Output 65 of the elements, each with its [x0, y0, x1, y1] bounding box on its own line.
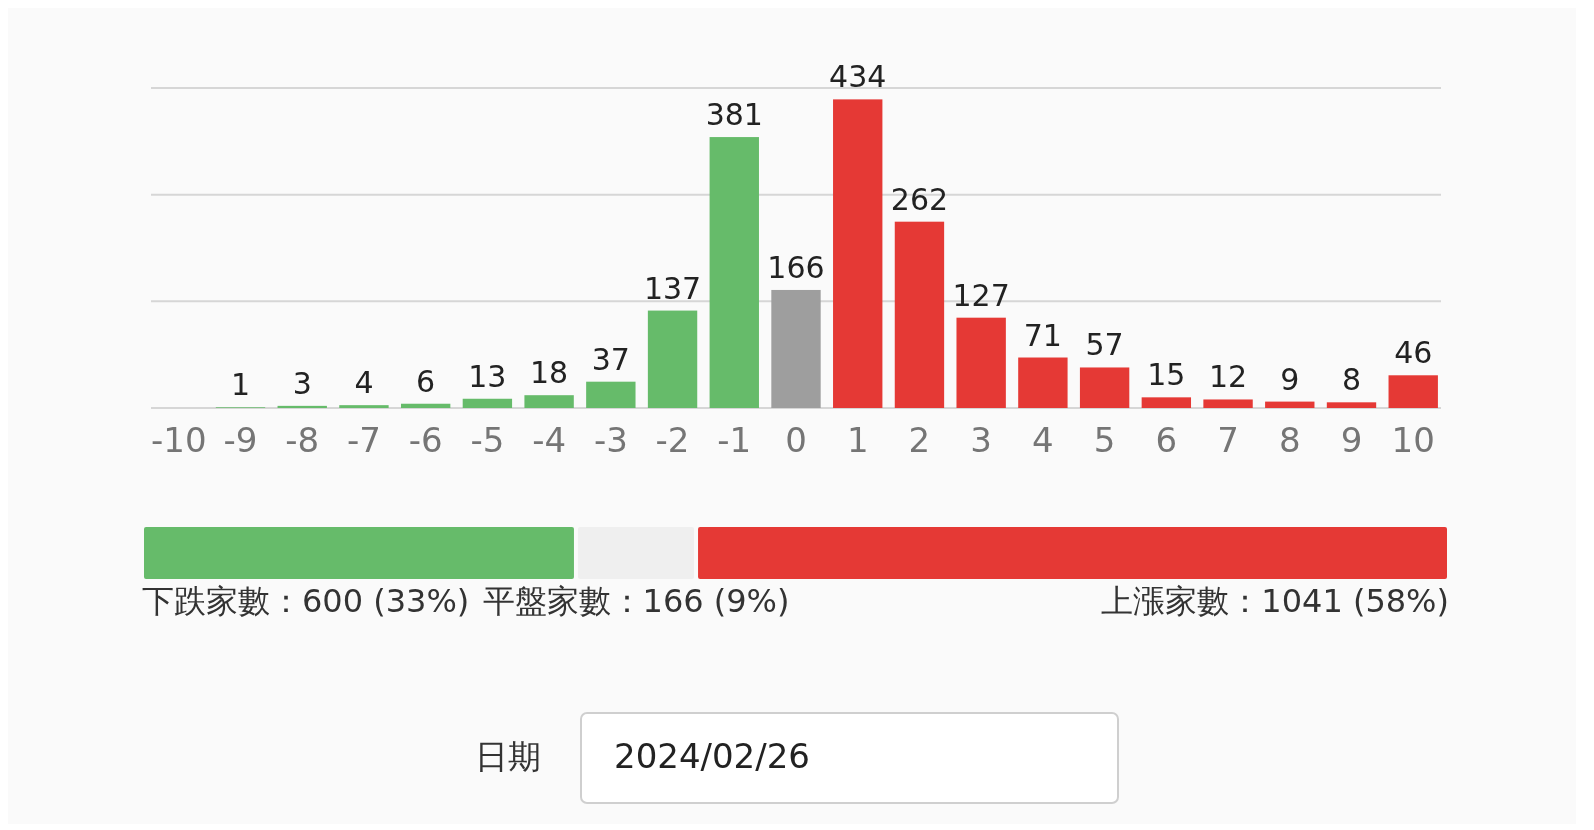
bar — [1326, 402, 1377, 408]
data-label: 下跌家數：600 (33%) — [142, 582, 470, 620]
x-tick-label: 2 — [908, 420, 931, 460]
data-label: 3 — [292, 365, 312, 401]
bar — [1203, 399, 1253, 408]
x-tick-label: -8 — [285, 420, 320, 460]
bar — [647, 310, 698, 408]
bar — [586, 381, 636, 408]
bar — [771, 289, 821, 408]
x-tick-label: -7 — [346, 420, 381, 460]
x-tick-label: -6 — [408, 420, 443, 460]
data-label: 6 — [416, 363, 436, 399]
bar — [956, 317, 1006, 408]
x-tick-label: -1 — [717, 420, 752, 460]
x-tick-label: -10 — [151, 420, 207, 460]
data-label: 15 — [1147, 357, 1186, 393]
x-tick-label: 4 — [1032, 420, 1054, 460]
bar — [894, 221, 945, 408]
data-label: 137 — [643, 270, 702, 306]
date-field: 2024/02/26 — [580, 712, 1119, 804]
data-label: 4 — [354, 365, 374, 401]
data-label: 434 — [829, 59, 887, 95]
data-label: 71 — [1023, 317, 1062, 353]
text: 日期 — [475, 737, 541, 776]
bar — [1141, 397, 1192, 408]
x-tick-label: 1 — [846, 420, 869, 460]
data-label: 13 — [468, 358, 507, 394]
x-tick-label: 3 — [970, 420, 992, 460]
x-tick-label: -4 — [532, 420, 567, 460]
data-label: 381 — [705, 97, 763, 133]
x-tick-label: 8 — [1278, 420, 1301, 460]
data-label: 18 — [530, 355, 569, 391]
bar — [1018, 357, 1068, 408]
data-label: 12 — [1208, 359, 1248, 395]
bar — [462, 398, 513, 408]
x-tick-label: -9 — [223, 420, 258, 460]
data-label: 127 — [952, 277, 1010, 313]
bar — [1388, 375, 1438, 408]
data-label: 262 — [890, 181, 949, 217]
x-tick-label: -3 — [593, 420, 628, 460]
x-tick-label: 5 — [1093, 420, 1116, 460]
bar — [1265, 401, 1315, 408]
data-label: 1 — [230, 367, 251, 403]
bar — [1079, 367, 1130, 408]
data-label: 8 — [1341, 362, 1362, 398]
x-tick-label: 7 — [1217, 420, 1239, 460]
data-label: 9 — [1280, 361, 1300, 397]
bar — [400, 403, 451, 408]
x-tick-label: 6 — [1155, 420, 1178, 460]
bar — [277, 405, 327, 408]
data-label: 平盤家數：166 (9%) — [482, 582, 790, 620]
bar — [833, 99, 883, 408]
x-tick-label: -2 — [655, 420, 690, 460]
data-label: 上漲家數：1041 (58%) — [1101, 582, 1449, 620]
bar — [709, 137, 759, 408]
bar — [524, 395, 574, 408]
x-tick-label: 10 — [1391, 420, 1435, 460]
bar — [339, 405, 389, 408]
x-tick-label: -5 — [470, 420, 505, 460]
data-label: 166 — [767, 249, 825, 285]
data-label: 37 — [591, 341, 630, 377]
data-label: 46 — [1394, 335, 1433, 371]
x-tick-label: 0 — [785, 420, 807, 460]
data-label: 57 — [1085, 327, 1124, 363]
x-tick-label: 9 — [1340, 420, 1363, 460]
